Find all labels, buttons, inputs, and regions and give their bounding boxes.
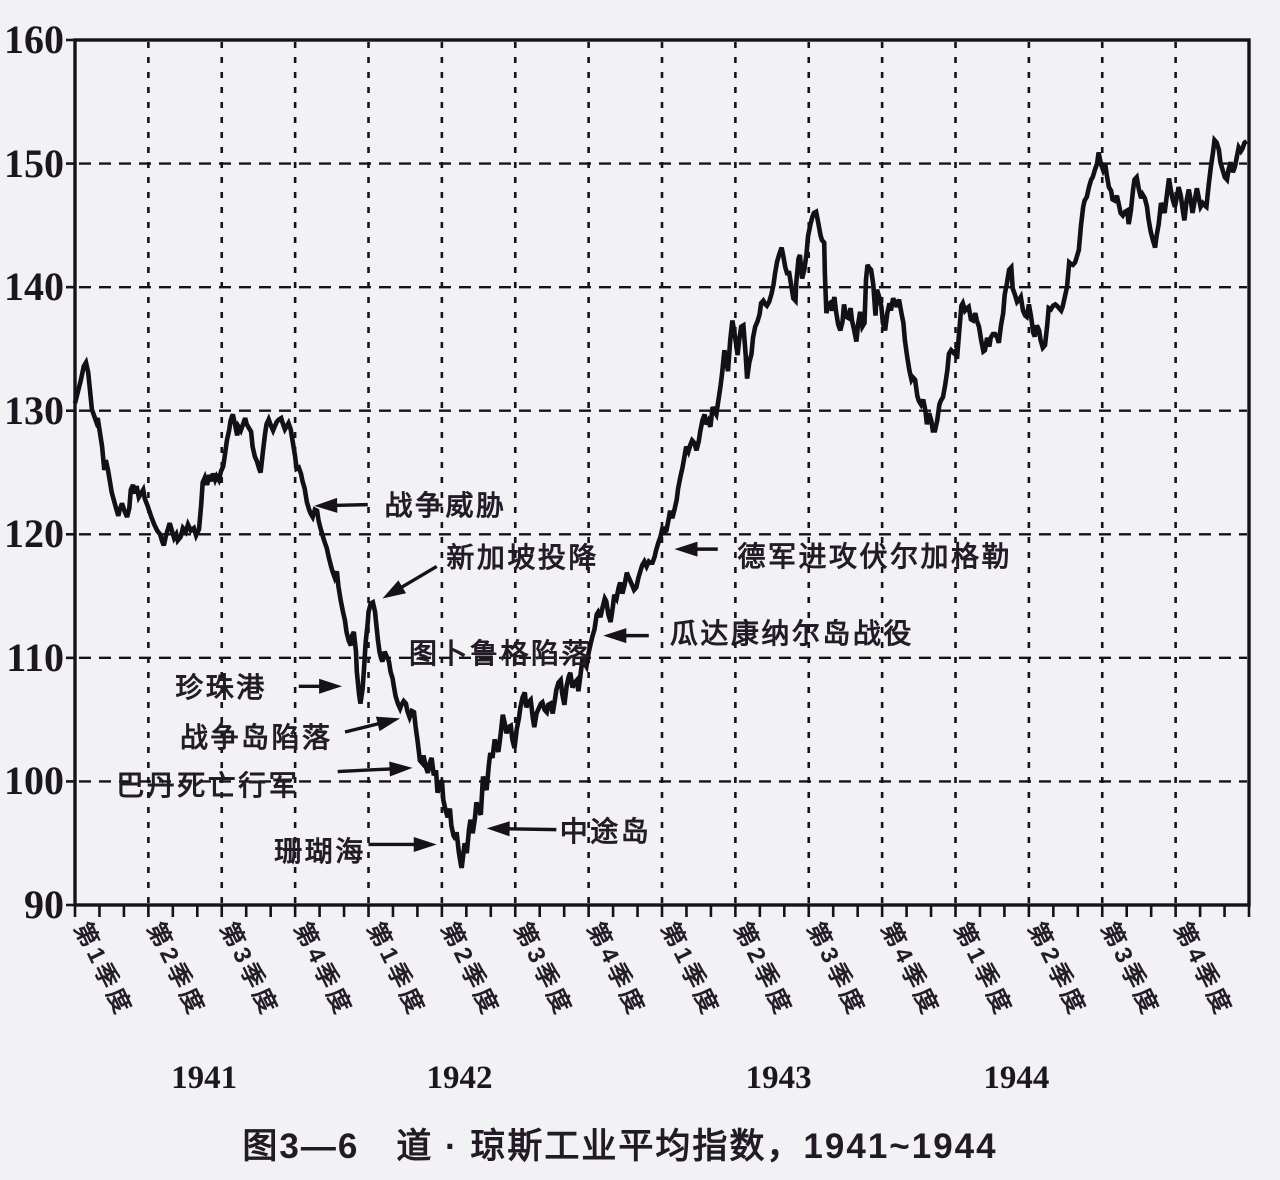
arrow-icon [389,761,413,777]
y-axis-label-140: 140 [4,264,64,310]
annotation-arrows [298,497,718,852]
annotation-label: 珍珠港 [175,671,267,703]
y-axis-label-130: 130 [4,387,64,433]
annotation-label: 战争威胁 [384,489,507,521]
year-label-1941: 1941 [171,1060,238,1096]
arrow-icon [603,628,627,644]
y-axis-label-120: 120 [4,511,64,557]
y-axis-label-160: 160 [4,17,64,62]
axis-ticks [66,38,1251,917]
y-axis-label-90: 90 [24,882,64,927]
year-label-1944: 1944 [983,1060,1050,1096]
y-axis-label-100: 100 [4,758,64,804]
annotation-label: 新加坡投降 [446,541,599,573]
figure-caption: 图3—6 道 · 琼斯工业平均指数，1941~1944 [242,1127,998,1166]
arrow-icon [319,678,343,694]
arrow-icon [674,541,698,557]
y-axis-label-110: 110 [6,634,64,680]
arrow-icon [413,836,437,852]
annotation-label: 图卜鲁格陷落 [409,638,593,670]
year-label-1942: 1942 [426,1060,493,1096]
arrow-icon [486,821,510,837]
y-axis-label-150: 150 [4,140,64,186]
annotation-label: 中途岛 [559,816,652,848]
annotation-label: 战争岛陷落 [179,722,333,754]
year-label-1943: 1943 [745,1060,812,1096]
arrow-icon [314,497,338,513]
annotation-label: 巴丹死亡行军 [116,770,300,802]
djia-series-line [72,134,1248,869]
annotation-label: 瓜达康纳尔岛战役 [669,618,914,650]
arrow-icon [375,716,401,732]
annotation-label: 德军进攻伏尔加格勒 [737,540,1013,572]
arrow-icon [382,580,407,599]
annotation-label: 珊瑚海 [274,835,366,867]
